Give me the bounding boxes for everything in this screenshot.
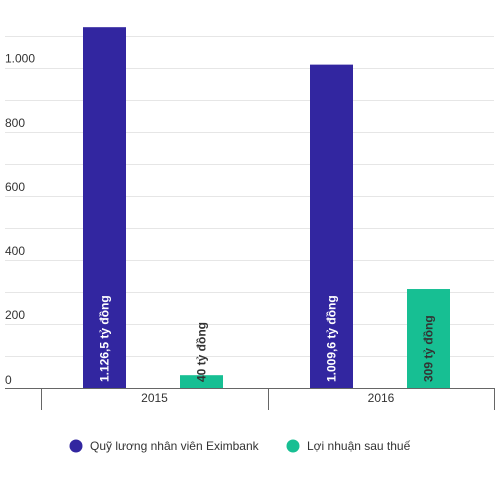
legend-label: Quỹ lương nhân viên Eximbank	[90, 439, 260, 453]
y-tick-label: 0	[5, 373, 12, 387]
bar	[407, 289, 450, 388]
legend-marker	[69, 439, 83, 453]
y-tick-label: 1.000	[5, 52, 35, 66]
legend-label: Lợi nhuận sau thuế	[307, 439, 411, 453]
y-tick-label: 600	[5, 180, 25, 194]
x-tick-label: 2016	[368, 391, 395, 405]
data-label: 40 tỷ đồng	[195, 322, 209, 382]
data-label: 1.126,5 tỷ đồng	[98, 295, 112, 382]
y-tick-label: 800	[5, 116, 25, 130]
data-label: 309 tỷ đồng	[422, 315, 436, 382]
y-tick-label: 200	[5, 308, 25, 322]
bar	[83, 27, 126, 389]
y-tick-label: 400	[5, 244, 25, 258]
legend-marker	[286, 439, 300, 453]
data-label: 1.009,6 tỷ đồng	[325, 295, 339, 382]
bar	[310, 64, 353, 388]
bar	[180, 375, 223, 388]
legend: Quỹ lương nhân viên Eximbank Lợi nhuận sa…	[69, 439, 411, 453]
x-tick-label: 2015	[141, 391, 168, 405]
x-axis: 2015 2016	[5, 388, 495, 410]
bars: 1.126,5 tỷ đồng 40 tỷ đồng 1.009,6 tỷ đồng…	[83, 27, 450, 389]
